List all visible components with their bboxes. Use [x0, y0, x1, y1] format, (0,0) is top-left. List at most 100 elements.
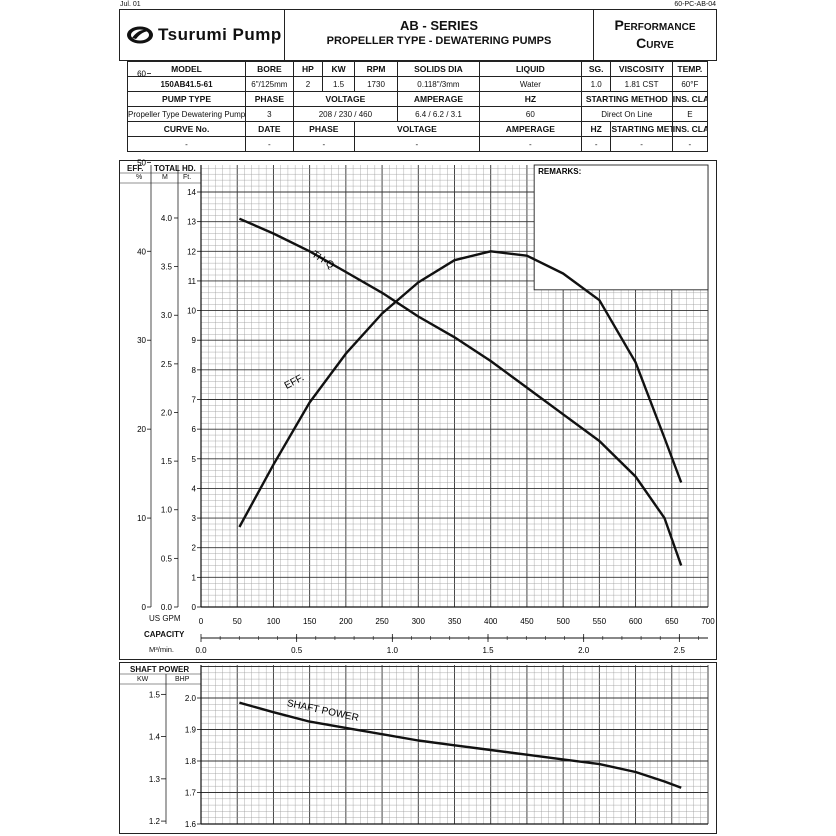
m-tick-label: 0.0: [161, 603, 173, 612]
capacity-tick-label: 1.5: [482, 646, 494, 655]
spec-row-values-1: 150AB41.5-61 6"/125mm 2 1.5 1730 0.118"/…: [126, 76, 709, 92]
th-q-label: TH-Q: [309, 249, 336, 272]
remarks-panel: [533, 164, 709, 291]
shaft-power-curve: [239, 701, 682, 789]
capacity-tick-label: 2.5: [674, 646, 686, 655]
brand-name: Tsurumi Pump: [158, 25, 282, 44]
eff-axis-header: EFF.: [127, 164, 144, 173]
eff-tick-label: 60: [137, 69, 146, 78]
capacity-unit: M³/min.: [149, 645, 174, 654]
eff-tick-label: 20: [137, 425, 146, 434]
doc-type-line2: Curve: [636, 35, 674, 51]
main-axes: [119, 165, 708, 608]
shaft-power-label: SHAFT POWER: [286, 698, 360, 724]
doc-type-box: Performance Curve: [593, 9, 717, 61]
eff-tick-label: 10: [137, 514, 146, 523]
bhp-unit: BHP: [175, 676, 190, 683]
spec-value: -: [671, 136, 709, 152]
kw-unit: KW: [137, 676, 149, 683]
feet-unit: Ft.: [183, 174, 192, 181]
gpm-tick-label: 350: [448, 617, 462, 626]
gpm-tick-label: 650: [665, 617, 679, 626]
document-code: 60-PC-AB-04: [674, 1, 716, 8]
ft-tick-label: 7: [192, 396, 197, 405]
capacity-tick-label: 0.5: [291, 646, 303, 655]
shaft-power-frame: [119, 662, 717, 834]
spec-row-values-3: - - - - - - - -: [126, 136, 709, 152]
m-tick-label: 3.0: [161, 311, 173, 320]
logo-box: Tsurumi Pump: [119, 9, 285, 61]
gpm-tick-label: 450: [520, 617, 534, 626]
eff-tick-label: 0: [142, 603, 147, 612]
gpm-tick-label: 200: [339, 617, 353, 626]
m-tick-label: 4.0: [161, 214, 173, 223]
gpm-tick-label: 250: [375, 617, 389, 626]
gpm-tick-label: 550: [593, 617, 607, 626]
th-q-curve: [238, 217, 683, 566]
capacity-tick-label: 1.0: [387, 646, 399, 655]
kw-tick-label: 1.4: [149, 733, 161, 742]
gpm-tick-label: 700: [701, 617, 715, 626]
ft-tick-label: 8: [192, 366, 197, 375]
shaft-axes: [119, 665, 708, 825]
shaft-power-title: SHAFT POWER: [130, 665, 190, 674]
gpm-tick-label: 400: [484, 617, 498, 626]
ft-tick-label: 2: [192, 544, 197, 553]
ft-tick-label: 10: [187, 307, 196, 316]
bhp-tick-label: 1.9: [185, 726, 197, 735]
spec-table: MODEL BORE HP KW RPM SOLIDS DIA LIQUID S…: [126, 61, 709, 152]
bhp-tick-label: 1.7: [185, 789, 197, 798]
ft-tick-label: 0: [192, 603, 197, 612]
remarks-label: REMARKS:: [538, 167, 581, 176]
ft-tick-label: 6: [192, 425, 197, 434]
spec-value: -: [126, 136, 247, 152]
bhp-tick-label: 1.8: [185, 757, 197, 766]
m-tick-label: 1.5: [161, 457, 173, 466]
kw-tick-label: 1.3: [149, 775, 161, 784]
issue-date: Jul. 01: [120, 1, 141, 8]
remarks-box: REMARKS:: [533, 164, 709, 291]
m-tick-label: 2.0: [161, 408, 173, 417]
gpm-tick-label: 600: [629, 617, 643, 626]
spec-value: -: [610, 136, 673, 152]
capacity-tick-label: 2.0: [578, 646, 590, 655]
gpm-tick-label: 500: [556, 617, 570, 626]
eff-tick-label: 40: [137, 247, 146, 256]
series-box: AB - SERIES PROPELLER TYPE - DEWATERING …: [284, 9, 594, 61]
tsurumi-logo-icon: [127, 26, 153, 44]
x-axis-label-gpm: US GPM: [149, 614, 181, 623]
m-tick-label: 2.5: [161, 360, 173, 369]
ft-tick-label: 12: [187, 247, 196, 256]
m-tick-label: 1.0: [161, 506, 173, 515]
spec-row-values-2: Propeller Type Dewatering Pump 3 208 / 2…: [126, 106, 709, 122]
ft-tick-label: 3: [192, 514, 197, 523]
gpm-tick-label: 50: [233, 617, 242, 626]
series-title: AB - SERIES: [399, 18, 478, 33]
eff-tick-label: 50: [137, 158, 146, 167]
ft-tick-label: 11: [188, 277, 197, 286]
ft-tick-label: 14: [187, 188, 196, 197]
bhp-tick-label: 2.0: [185, 694, 197, 703]
gpm-tick-label: 100: [267, 617, 281, 626]
performance-chart-frame: [119, 160, 717, 660]
total-head-header: TOTAL HD.: [154, 164, 196, 173]
ft-tick-label: 1: [192, 573, 197, 582]
gpm-tick-label: 0: [199, 617, 204, 626]
m-tick-label: 3.5: [161, 263, 173, 272]
shaft-ticks: 1.6 1.7 1.8 1.9 2.0 1.2 1.3 1.4 1.5: [149, 690, 201, 829]
eff-unit: %: [136, 174, 143, 181]
doc-type-line1: Performance: [614, 17, 696, 33]
main-ticks: 012345678910111213140.00.51.01.52.02.53.…: [137, 69, 715, 655]
capacity-label: CAPACITY: [144, 630, 185, 639]
series-subtitle: PROPELLER TYPE - DEWATERING PUMPS: [326, 35, 552, 47]
kw-tick-label: 1.5: [149, 690, 161, 699]
meters-unit: M: [162, 174, 168, 181]
efficiency-curve: [238, 250, 683, 528]
ft-tick-label: 13: [187, 218, 196, 227]
spec-value: -: [353, 136, 480, 152]
ft-tick-label: 4: [192, 484, 197, 493]
eff-tick-label: 30: [137, 336, 146, 345]
shaft-curves: SHAFT POWER: [239, 698, 682, 789]
gpm-tick-label: 300: [412, 617, 426, 626]
